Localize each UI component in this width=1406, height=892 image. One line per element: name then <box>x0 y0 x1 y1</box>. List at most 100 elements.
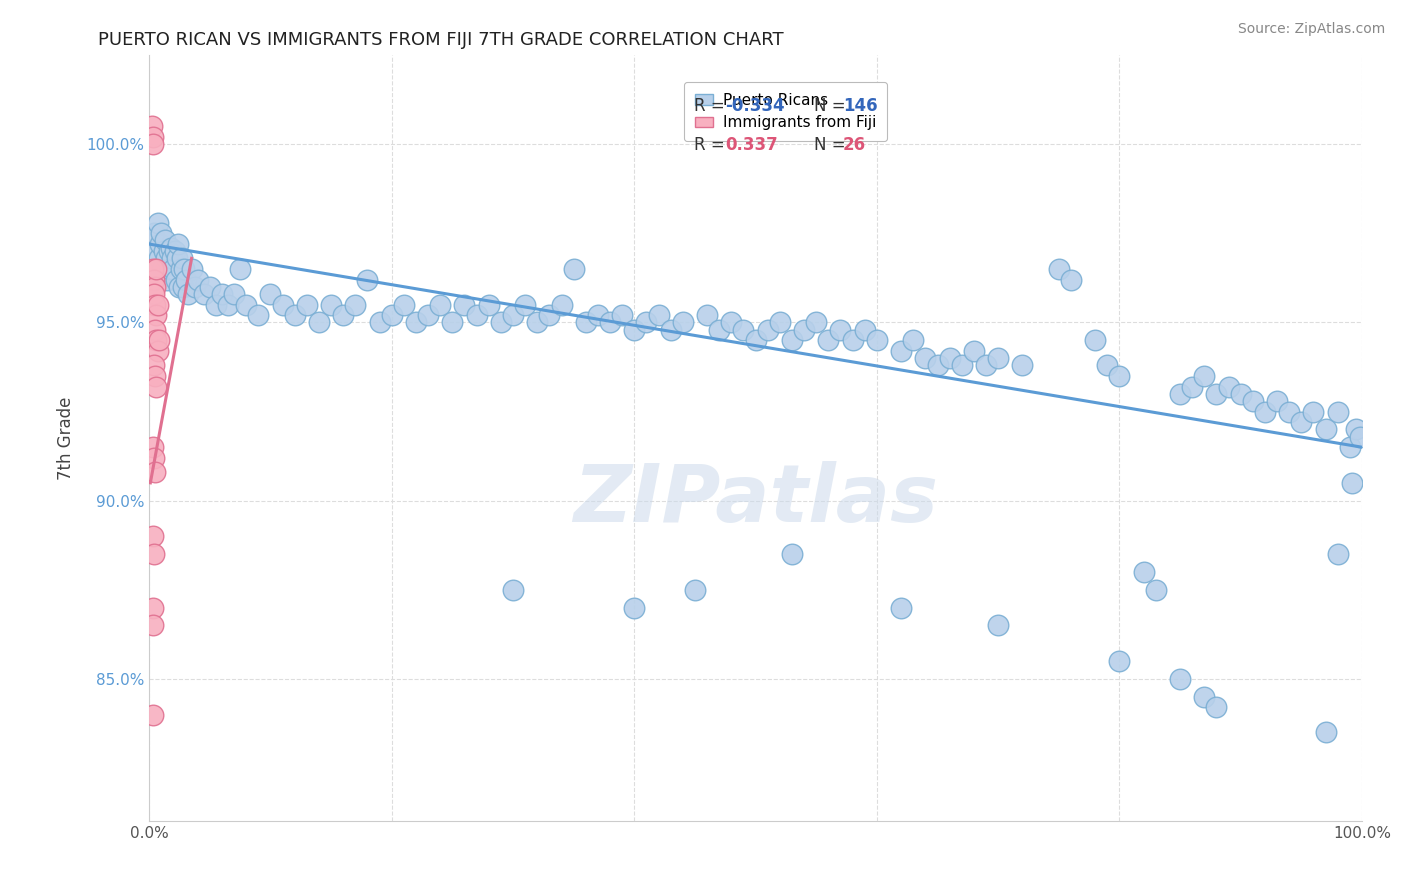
Point <box>927 358 949 372</box>
Point <box>806 316 828 330</box>
Point <box>148 252 170 266</box>
Point <box>1278 404 1301 418</box>
Point <box>146 298 169 312</box>
Point <box>145 262 167 277</box>
Point <box>381 309 404 323</box>
Point <box>150 227 173 241</box>
Point <box>1302 404 1324 418</box>
Y-axis label: 7th Grade: 7th Grade <box>58 397 75 480</box>
Point <box>148 333 170 347</box>
Point <box>1326 404 1348 418</box>
Point <box>903 333 925 347</box>
Point <box>162 262 184 277</box>
Point <box>1218 379 1240 393</box>
Point <box>143 298 166 312</box>
Point <box>890 600 912 615</box>
Point <box>1339 440 1361 454</box>
Point <box>141 120 163 134</box>
Point <box>143 280 166 294</box>
Point <box>167 237 190 252</box>
Point <box>142 137 165 152</box>
Point <box>142 262 165 277</box>
Point <box>405 316 427 330</box>
Point <box>235 298 257 312</box>
Point <box>538 309 561 323</box>
Point <box>1344 422 1367 436</box>
Point <box>193 287 215 301</box>
Point <box>187 273 209 287</box>
Point <box>1084 333 1107 347</box>
Point <box>356 273 378 287</box>
Point <box>143 450 166 465</box>
Point <box>502 309 524 323</box>
Point <box>271 298 294 312</box>
Text: R =: R = <box>693 136 730 153</box>
Point <box>1348 429 1371 443</box>
Point <box>152 262 174 277</box>
Point <box>205 298 228 312</box>
Point <box>143 368 166 383</box>
Point <box>1229 386 1251 401</box>
Point <box>866 333 889 347</box>
Point <box>623 322 645 336</box>
Point <box>1194 368 1216 383</box>
Point <box>169 280 191 294</box>
Point <box>1341 475 1364 490</box>
Point <box>465 309 488 323</box>
Point <box>853 322 876 336</box>
Point <box>780 333 803 347</box>
Point <box>222 287 245 301</box>
Point <box>332 309 354 323</box>
Point <box>502 582 524 597</box>
Point <box>165 273 187 287</box>
Point <box>489 316 512 330</box>
Text: PUERTO RICAN VS IMMIGRANTS FROM FIJI 7TH GRADE CORRELATION CHART: PUERTO RICAN VS IMMIGRANTS FROM FIJI 7TH… <box>98 31 785 49</box>
Point <box>987 618 1010 632</box>
Point <box>143 273 166 287</box>
Point <box>1315 422 1337 436</box>
Point <box>157 244 180 259</box>
Point <box>1011 358 1033 372</box>
Point <box>733 322 755 336</box>
Point <box>174 273 197 287</box>
Text: R =: R = <box>693 97 730 115</box>
Point <box>1047 262 1070 277</box>
Point <box>453 298 475 312</box>
Point <box>938 351 960 365</box>
Point <box>177 287 200 301</box>
Point <box>145 333 167 347</box>
Point <box>180 262 202 277</box>
Point <box>1205 386 1227 401</box>
Point <box>478 298 501 312</box>
Point <box>145 244 167 259</box>
Point <box>1205 700 1227 714</box>
Point <box>143 547 166 561</box>
Point <box>247 309 270 323</box>
Point <box>344 298 367 312</box>
Point <box>647 309 669 323</box>
Point <box>149 237 172 252</box>
Legend: Puerto Ricans, Immigrants from Fiji: Puerto Ricans, Immigrants from Fiji <box>685 82 887 141</box>
Point <box>562 262 585 277</box>
Point <box>172 280 194 294</box>
Point <box>672 316 695 330</box>
Point <box>198 280 221 294</box>
Point <box>683 582 706 597</box>
Point <box>159 262 181 277</box>
Point <box>155 252 177 266</box>
Point <box>163 244 186 259</box>
Point <box>142 440 165 454</box>
Point <box>142 707 165 722</box>
Point <box>1168 386 1191 401</box>
Point <box>166 252 188 266</box>
Point <box>1168 672 1191 686</box>
Point <box>143 287 166 301</box>
Text: 0.337: 0.337 <box>725 136 778 153</box>
Point <box>1326 547 1348 561</box>
Point <box>720 316 742 330</box>
Point <box>599 316 621 330</box>
Point <box>152 244 174 259</box>
Point <box>145 379 167 393</box>
Point <box>392 298 415 312</box>
Point <box>1265 393 1288 408</box>
